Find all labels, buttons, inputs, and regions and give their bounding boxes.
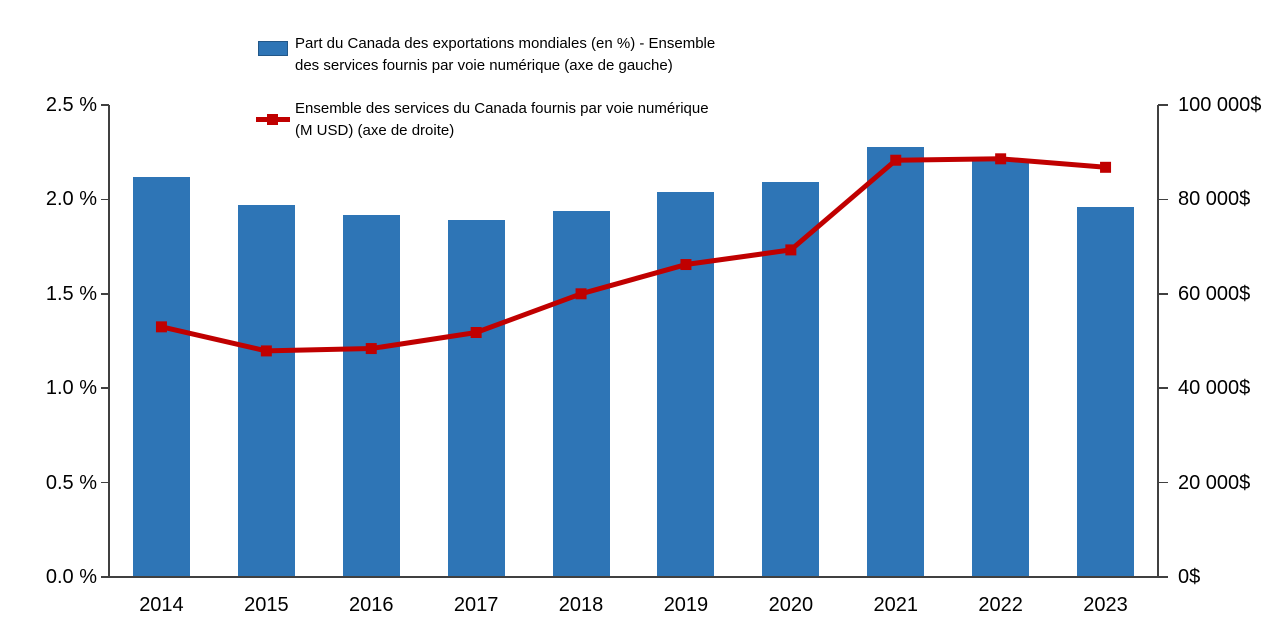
line-series-marker-square-icon — [267, 113, 278, 125]
x-axis-label-2020: 2020 — [768, 594, 814, 616]
right-axis-tick — [1158, 481, 1168, 484]
left-y-axis-line — [108, 105, 110, 577]
left-axis-tick-label: 0.0 % — [45, 566, 97, 588]
left-axis-tick — [101, 387, 109, 389]
legend-label-bar-series: Part du Canada des exportations mondiale… — [295, 33, 715, 77]
right-axis-tick-label: 0$ — [1178, 566, 1201, 588]
x-axis-label-2015: 2015 — [244, 594, 289, 616]
x-axis-label-2017: 2017 — [453, 594, 499, 616]
x-axis-label-2014: 2014 — [139, 594, 184, 616]
left-axis-tick — [101, 198, 109, 201]
legend-label-line-series: Ensemble des services du Canada fournis … — [295, 98, 709, 142]
x-axis-label-2023: 2023 — [1083, 594, 1128, 616]
right-axis-tick — [1158, 104, 1168, 106]
x-axis-label-2019: 2019 — [663, 594, 709, 616]
x-axis-label-2021: 2021 — [873, 594, 919, 616]
x-axis-label-2018: 2018 — [558, 594, 604, 616]
right-axis-tick-label: 60 000$ — [1178, 282, 1251, 305]
left-axis-tick-label: 0.5 % — [45, 471, 97, 494]
right-axis-tick-label: 80 000$ — [1178, 188, 1251, 211]
right-axis-tick — [1158, 293, 1168, 295]
legend-label-line-2: des services fournis par voie numérique … — [295, 57, 673, 74]
left-axis-tick — [101, 576, 109, 578]
x-axis-label-2016: 2016 — [349, 594, 394, 616]
legend-label-line-1: Ensemble des services du Canada fournis … — [295, 100, 709, 117]
left-axis-tick-label: 2.0 % — [45, 188, 97, 211]
right-axis-tick — [1158, 198, 1168, 201]
right-axis-tick-label: 100 000$ — [1178, 94, 1262, 116]
left-axis-tick-label: 2.5 % — [45, 94, 97, 116]
x-axis-label-2022: 2022 — [978, 594, 1023, 616]
legend-label-line-2: (M USD) (axe de droite) — [295, 122, 455, 139]
legend-label-line-1: Part du Canada des exportations mondiale… — [295, 35, 716, 52]
right-axis-tick-label: 20 000$ — [1178, 471, 1251, 494]
left-axis-tick — [101, 293, 109, 295]
x-axis-line — [101, 576, 1168, 578]
left-axis-tick — [101, 104, 109, 106]
left-axis-tick — [101, 481, 109, 484]
right-axis-tick — [1158, 387, 1168, 389]
right-y-axis-line — [1157, 105, 1159, 577]
right-axis-tick — [1158, 576, 1168, 578]
left-axis-tick-label: 1.5 % — [45, 282, 97, 305]
bar-series-swatch-icon — [258, 41, 288, 56]
right-axis-tick-label: 40 000$ — [1178, 377, 1251, 400]
left-axis-tick-label: 1.0 % — [45, 377, 97, 400]
